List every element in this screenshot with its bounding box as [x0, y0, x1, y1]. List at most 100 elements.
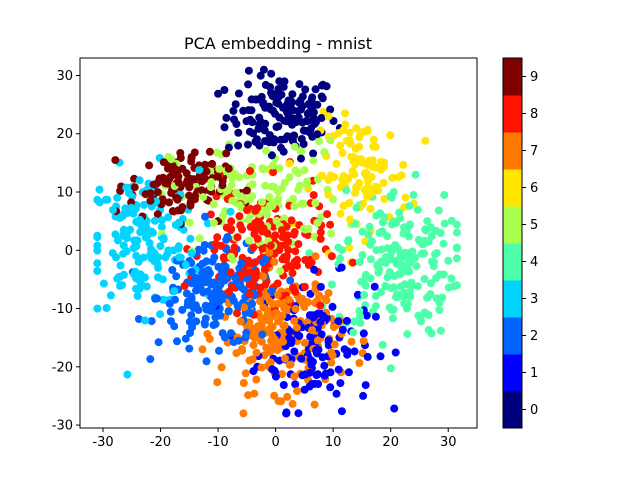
scatter-point: [227, 225, 236, 233]
scatter-point: [383, 232, 392, 241]
scatter-point: [276, 135, 285, 144]
scatter-point: [324, 289, 333, 298]
scatter-point: [218, 329, 227, 338]
scatter-point: [306, 356, 315, 364]
scatter-point: [303, 177, 311, 186]
scatter-point: [187, 249, 196, 258]
scatter-point: [122, 183, 131, 192]
scatter-point: [326, 105, 335, 114]
scatter-point: [320, 371, 329, 380]
scatter-point: [258, 258, 267, 267]
scatter-point: [140, 200, 148, 209]
colorbar-tick-label: 7: [530, 144, 538, 159]
scatter-point: [395, 208, 404, 217]
scatter-point: [371, 312, 380, 321]
scatter-point: [344, 236, 353, 245]
scatter-point: [240, 303, 248, 312]
scatter-point: [308, 132, 317, 141]
scatter-point: [421, 136, 430, 145]
scatter-point: [274, 299, 283, 308]
scatter-point: [167, 171, 176, 180]
scatter-point: [326, 383, 335, 392]
scatter-point: [298, 371, 307, 380]
scatter-point: [356, 319, 365, 327]
scatter-point: [364, 160, 372, 169]
scatter-point: [435, 270, 444, 279]
scatter-point: [435, 298, 444, 307]
scatter-point: [297, 135, 306, 143]
scatter-point: [249, 332, 258, 341]
x-tick-label: -30: [92, 435, 113, 450]
scatter-point: [371, 142, 380, 151]
scatter-point: [353, 290, 362, 299]
colorbar-frame: [502, 57, 523, 429]
scatter-point: [203, 219, 212, 228]
scatter-point: [230, 115, 238, 124]
scatter-point: [280, 321, 289, 330]
scatter-point: [316, 301, 325, 310]
scatter-point: [452, 220, 461, 229]
scatter-point: [297, 354, 306, 363]
scatter-point: [170, 287, 179, 296]
scatter-point: [227, 252, 235, 261]
scatter-point: [352, 183, 361, 192]
scatter-point: [371, 302, 380, 311]
scatter-point: [305, 249, 314, 258]
scatter-point: [315, 137, 323, 146]
scatter-point: [255, 297, 264, 306]
scatter-point: [336, 254, 345, 263]
scatter-point: [201, 160, 209, 169]
scatter-point: [215, 165, 224, 173]
scatter-point: [452, 243, 461, 252]
colorbar-segment: [503, 206, 522, 244]
scatter-point: [412, 262, 421, 271]
scatter-point: [293, 107, 302, 116]
scatter-point: [269, 222, 278, 231]
scatter-point: [207, 178, 216, 187]
scatter-point: [292, 118, 300, 127]
scatter-point: [300, 303, 309, 311]
scatter-point: [316, 318, 325, 327]
scatter-point: [294, 240, 303, 249]
scatter-point: [185, 317, 194, 326]
scatter-point: [307, 124, 315, 133]
scatter-point: [413, 282, 422, 291]
colorbar-tick-label: 2: [530, 329, 538, 344]
scatter-point: [291, 380, 300, 389]
scatter-point: [290, 202, 299, 211]
scatter-point: [310, 311, 318, 320]
scatter-point: [288, 399, 297, 408]
scatter-point: [440, 191, 449, 199]
scatter-point: [237, 259, 246, 268]
scatter-point: [248, 118, 257, 127]
scatter-point: [287, 216, 296, 225]
scatter-point: [387, 284, 396, 292]
x-axis: -30 -20 -10 0 10 20 30: [92, 428, 457, 450]
scatter-point: [186, 199, 195, 208]
scatter-point: [268, 92, 277, 101]
scatter-point: [172, 193, 181, 202]
scatter-point: [399, 229, 408, 238]
scatter-point: [259, 303, 268, 312]
scatter-point: [198, 345, 207, 354]
x-tick-label: 30: [440, 435, 457, 450]
scatter-point: [341, 120, 350, 129]
scatter-point: [355, 142, 364, 151]
scatter-point: [180, 282, 189, 290]
x-tick-label: -10: [207, 435, 228, 450]
scatter-point: [267, 151, 276, 160]
scatter-point: [252, 348, 261, 357]
scatter-point: [191, 301, 200, 310]
scatter-point: [159, 235, 168, 244]
scatter-point: [371, 292, 380, 300]
scatter-point: [129, 209, 138, 218]
scatter-point: [274, 290, 282, 299]
scatter-point: [217, 241, 226, 250]
scatter-point: [423, 217, 432, 226]
scatter-point: [205, 147, 214, 156]
scatter-point: [332, 389, 341, 398]
scatter-point: [256, 283, 265, 292]
scatter-point: [93, 246, 102, 255]
scatter-point: [238, 225, 246, 234]
scatter-point: [345, 128, 354, 137]
